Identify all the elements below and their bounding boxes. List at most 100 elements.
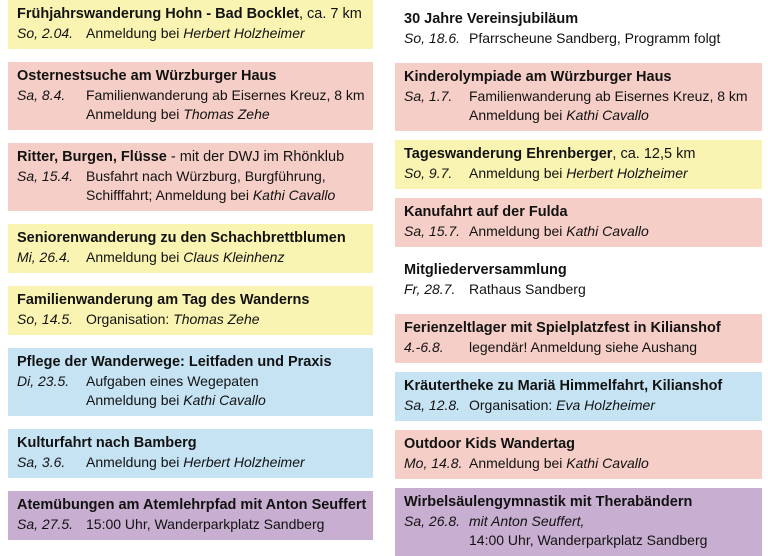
event-title: 30 Jahre Vereinsjubiläum — [404, 9, 752, 29]
event-title-main: Pflege der Wanderwege: Leitfaden und Pra… — [17, 354, 332, 370]
event-title-main: Frühjahrswanderung Hohn - Bad Bocklet — [17, 6, 299, 22]
event-title-main: Kanufahrt auf der Fulda — [404, 204, 568, 220]
event-card: Kanufahrt auf der Fulda Sa, 15.7. Anmeld… — [395, 198, 762, 247]
event-card: Frühjahrswanderung Hohn - Bad Bocklet, c… — [8, 0, 373, 49]
event-detail-line: 15:00 Uhr, Wanderparkplatz Sandberg — [86, 515, 363, 534]
person-name: Kathi Cavallo — [566, 223, 649, 239]
event-title-main: 30 Jahre Vereinsjubiläum — [404, 11, 579, 27]
person-name: Kathi Cavallo — [566, 107, 649, 123]
event-details: Anmeldung bei Kathi Cavallo — [469, 222, 752, 241]
event-detail-line: Anmeldung bei Kathi Cavallo — [469, 222, 752, 241]
event-row: Sa, 15.4. Busfahrt nach Würzburg, Burgfü… — [17, 167, 363, 205]
event-details: Rathaus Sandberg — [469, 280, 752, 299]
event-date: Mi, 26.4. — [17, 249, 71, 265]
event-title-main: Seniorenwanderung zu den Schachbrettblum… — [17, 230, 346, 246]
event-date: Sa, 12.8. — [404, 397, 461, 413]
event-detail-line: Anmeldung bei Kathi Cavallo — [86, 391, 363, 410]
detail-text: Pfarrscheune Sandberg, Programm folgt — [469, 30, 721, 46]
event-date: So, 9.7. — [404, 165, 453, 181]
event-detail-line: Familienwanderung ab Eisernes Kreuz, 8 k… — [469, 87, 752, 106]
event-title-main: Atemübungen am Atemlehrpfad mit Anton Se… — [17, 497, 367, 513]
person-name: Thomas Zehe — [183, 106, 270, 122]
event-title-main: Wirbelsäulengymnastik mit Therabändern — [404, 494, 693, 510]
person-name: Kathi Cavallo — [183, 392, 266, 408]
event-title-main: Tageswanderung Ehrenberger — [404, 146, 613, 162]
event-row: Mo, 14.8. Anmeldung bei Kathi Cavallo — [404, 454, 752, 473]
event-title: Tageswanderung Ehrenberger, ca. 12,5 km — [404, 144, 752, 164]
event-date: Sa, 26.8. — [404, 513, 461, 529]
event-row: Sa, 12.8. Organisation: Eva Holzheimer — [404, 396, 752, 415]
event-detail-line: Busfahrt nach Würzburg, Burgführung, — [86, 167, 363, 186]
event-card: Kulturfahrt nach Bamberg Sa, 3.6. Anmeld… — [8, 429, 373, 478]
detail-text: Organisation: — [469, 397, 557, 413]
event-details: mit Anton Seuffert, 14:00 Uhr, Wanderpark… — [469, 512, 752, 550]
event-title: Kanufahrt auf der Fulda — [404, 202, 752, 222]
event-row: Sa, 3.6. Anmeldung bei Herbert Holzheime… — [17, 453, 363, 472]
event-title-main: Outdoor Kids Wandertag — [404, 436, 576, 452]
event-date: Fr, 28.7. — [404, 281, 456, 297]
person-name: Herbert Holzheimer — [183, 454, 305, 470]
event-details: Familienwanderung ab Eisernes Kreuz, 8 k… — [86, 86, 365, 124]
person-name: mit Anton Seuffert, — [469, 513, 585, 529]
event-details: legendär! Anmeldung siehe Aushang — [469, 338, 752, 357]
event-details: Aufgaben eines Wegepaten Anmeldung bei Ka… — [86, 372, 363, 410]
event-detail-line: 14:00 Uhr, Wanderparkplatz Sandberg — [469, 531, 752, 550]
event-title-main: Kulturfahrt nach Bamberg — [17, 435, 197, 451]
event-card: Ritter, Burgen, Flüsse - mit der DWJ im … — [8, 143, 373, 211]
event-detail-line: mit Anton Seuffert, — [469, 512, 752, 531]
event-title-main: Ritter, Burgen, Flüsse — [17, 149, 167, 165]
event-date: Sa, 15.4. — [17, 168, 74, 184]
event-title-suffix: , ca. 7 km — [298, 6, 362, 22]
event-row: Mi, 26.4. Anmeldung bei Claus Kleinhenz — [17, 248, 363, 267]
event-detail-line: Anmeldung bei Thomas Zehe — [86, 105, 365, 124]
detail-text: 15:00 Uhr, Wanderparkplatz Sandberg — [86, 516, 325, 532]
event-title: Ferienzeltlager mit Spielplatzfest in Ki… — [404, 318, 752, 338]
event-details: Busfahrt nach Würzburg, Burgführung, Schi… — [86, 167, 363, 205]
event-title: Atemübungen am Atemlehrpfad mit Anton Se… — [17, 495, 367, 515]
event-row: Sa, 1.7. Familienwanderung ab Eisernes K… — [404, 87, 752, 125]
event-row: So, 9.7. Anmeldung bei Herbert Holzheime… — [404, 164, 752, 183]
detail-text: Aufgaben eines Wegepaten — [86, 373, 259, 389]
event-card: Ferienzeltlager mit Spielplatzfest in Ki… — [395, 314, 762, 363]
event-details: Anmeldung bei Herbert Holzheimer — [86, 453, 363, 472]
event-card: Tageswanderung Ehrenberger, ca. 12,5 km … — [395, 140, 762, 189]
person-name: Thomas Zehe — [173, 311, 260, 327]
event-title-main: Mitgliederversammlung — [404, 262, 567, 278]
detail-text: Organisation: — [86, 311, 174, 327]
event-date: Sa, 8.4. — [17, 87, 66, 103]
event-row: So, 14.5. Organisation: Thomas Zehe — [17, 310, 363, 329]
event-title-main: Kräutertheke zu Mariä Himmelfahrt, Kilia… — [404, 378, 723, 394]
event-row: Sa, 27.5. 15:00 Uhr, Wanderparkplatz San… — [17, 515, 363, 534]
event-date: Mo, 14.8. — [404, 455, 463, 471]
event-title: Frühjahrswanderung Hohn - Bad Bocklet, c… — [17, 4, 363, 24]
event-detail-line: Organisation: Thomas Zehe — [86, 310, 363, 329]
event-title: Kinderolympiade am Würzburger Haus — [404, 67, 752, 87]
event-row: So, 18.6. Pfarrscheune Sandberg, Program… — [404, 29, 752, 48]
event-details: Familienwanderung ab Eisernes Kreuz, 8 k… — [469, 87, 752, 125]
event-card: Kinderolympiade am Würzburger Haus Sa, 1… — [395, 63, 762, 131]
event-details: 15:00 Uhr, Wanderparkplatz Sandberg — [86, 515, 363, 534]
event-detail-line: legendär! Anmeldung siehe Aushang — [469, 338, 752, 357]
event-details: Pfarrscheune Sandberg, Programm folgt — [469, 29, 752, 48]
event-details: Anmeldung bei Herbert Holzheimer — [469, 164, 752, 183]
event-detail-line: Anmeldung bei Kathi Cavallo — [469, 454, 752, 473]
person-name: Claus Kleinhenz — [183, 249, 285, 265]
event-title: Mitgliederversammlung — [404, 260, 752, 280]
event-title-suffix: , ca. 12,5 km — [612, 146, 696, 162]
detail-text: Anmeldung bei — [86, 25, 184, 41]
event-detail-line: Pfarrscheune Sandberg, Programm folgt — [469, 29, 752, 48]
event-card: Osternestsuche am Würzburger Haus Sa, 8.… — [8, 62, 373, 130]
person-name: Eva Holzheimer — [556, 397, 655, 413]
detail-text: 14:00 Uhr, Wanderparkplatz Sandberg — [469, 532, 708, 548]
detail-text: Anmeldung bei — [469, 165, 567, 181]
event-details: Organisation: Eva Holzheimer — [469, 396, 752, 415]
event-card: Pflege der Wanderwege: Leitfaden und Pra… — [8, 348, 373, 416]
event-date: 4.-6.8. — [404, 339, 444, 355]
person-name: Kathi Cavallo — [566, 455, 649, 471]
event-title-main: Ferienzeltlager mit Spielplatzfest in Ki… — [404, 320, 721, 336]
event-detail-line: Anmeldung bei Kathi Cavallo — [469, 106, 752, 125]
detail-text: Anmeldung bei — [469, 455, 567, 471]
right-column: 30 Jahre Vereinsjubiläum So, 18.6. Pfarr… — [395, 5, 762, 556]
event-title: Kräutertheke zu Mariä Himmelfahrt, Kilia… — [404, 376, 752, 396]
